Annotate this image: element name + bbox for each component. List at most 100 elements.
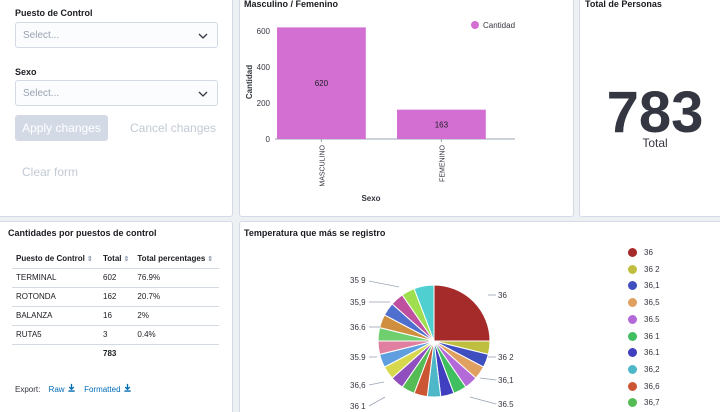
slice-label: 36,6: [350, 381, 366, 390]
legend-swatch: [628, 281, 637, 291]
legend-swatch: [628, 381, 637, 391]
legend-item[interactable]: 36,1: [628, 281, 660, 291]
pie-chart: 36 36 2 36,1 36.5 36 1 36,6 35.9 36.6 35,9 35 9: [350, 276, 514, 411]
x-tick-label: FEMENINO: [439, 144, 446, 182]
legend-label: 36.1: [644, 348, 660, 358]
bar-chart-title: Masculino / Femenino: [244, 0, 339, 9]
bar-value-label: 163: [435, 120, 449, 129]
column-header-puesto[interactable]: Puesto de Control ⇕: [12, 250, 99, 269]
y-axis-label: Cantidad: [245, 65, 254, 99]
table-total-row: 783: [12, 344, 219, 363]
puesto-placeholder: Select...: [23, 30, 60, 41]
legend-label: 36 2: [644, 264, 660, 274]
export-label: Export:: [15, 385, 41, 394]
legend-swatch: [628, 364, 637, 374]
legend-item[interactable]: 36.1: [628, 348, 660, 358]
sexo-select[interactable]: Select...: [15, 80, 218, 106]
slice-leader-line: [479, 377, 497, 381]
legend-item[interactable]: 36,2: [628, 364, 660, 374]
x-axis-label: Sexo: [361, 194, 380, 203]
legend-label: 36: [644, 248, 653, 257]
bar-masculino[interactable]: [277, 27, 366, 139]
slice-label: 36,1: [498, 376, 514, 385]
x-tick-label: MASCULINO: [319, 144, 326, 186]
legend-swatch: [471, 21, 479, 29]
cell-total: 162: [99, 287, 134, 307]
pie-chart-title: Temperatura que más se registro: [244, 228, 386, 238]
slice-leader-line: [368, 280, 400, 288]
export-bar: Export: Raw Formatted: [15, 383, 132, 394]
total-panel: Total de Personas 783 Total: [579, 0, 720, 217]
chevron-down-icon: [198, 91, 208, 97]
puesto-label: Puesto de Control: [15, 8, 93, 18]
legend-swatch: [628, 348, 637, 358]
cell-percentage: 0.4%: [133, 325, 220, 345]
cancel-changes-button[interactable]: Cancel changes: [130, 121, 217, 135]
legend-swatch: [628, 264, 637, 274]
legend-swatch: [628, 314, 637, 324]
total-panel-title: Total de Personas: [585, 0, 662, 9]
cell-percentage: 20.7%: [133, 287, 220, 307]
legend-label: 36,7: [644, 398, 660, 408]
legend-item[interactable]: 36.5: [628, 314, 660, 324]
legend-swatch: [628, 331, 637, 341]
column-header-total[interactable]: Total ⇕: [99, 250, 134, 269]
export-formatted-link[interactable]: Formatted: [84, 383, 132, 394]
slice-label: 36 2: [498, 353, 514, 362]
slice-label: 36: [498, 291, 507, 300]
legend-item[interactable]: 36 1: [628, 331, 660, 341]
total-caption: Total: [642, 136, 668, 150]
bar-femenino[interactable]: [397, 109, 486, 139]
legend-label: 36,6: [644, 381, 660, 391]
download-icon: [68, 383, 75, 392]
cell-puesto: RUTA5: [12, 325, 99, 345]
table-row: BALANZA 16 2%: [12, 306, 220, 326]
legend-label: 36,2: [644, 364, 660, 374]
column-header-percentages[interactable]: Total percentages ⇕: [133, 250, 220, 269]
sexo-placeholder: Select...: [23, 88, 60, 99]
slice-leader-line: [368, 396, 386, 407]
pie-slice[interactable]: [433, 284, 491, 342]
cell-percentage: 76.9%: [133, 268, 220, 288]
puesto-select[interactable]: Select...: [15, 22, 218, 48]
clear-form-button[interactable]: Clear form: [22, 165, 79, 179]
cell-grand-total: 783: [103, 349, 117, 359]
slice-label: 35,9: [350, 298, 366, 307]
pie-slice[interactable]: [413, 284, 435, 342]
slice-leader-line: [469, 396, 497, 405]
slice-label: 35 9: [350, 276, 366, 285]
total-value: 783: [606, 80, 704, 145]
table-panel-title: Cantidades por puestos de control: [8, 228, 157, 238]
bar-value-label: 620: [315, 79, 329, 88]
cell-total: 3: [99, 325, 134, 345]
slice-label: 35.9: [350, 353, 366, 362]
table-row: ROTONDA 162 20.7%: [12, 287, 220, 307]
y-tick-label: 400: [257, 63, 271, 72]
legend-item[interactable]: 36,6: [628, 381, 660, 391]
y-tick-label: 200: [257, 99, 271, 108]
legend-label: 36,1: [644, 281, 660, 291]
legend-item[interactable]: 36,5: [628, 298, 660, 308]
export-raw-link[interactable]: Raw: [49, 383, 76, 394]
slice-label: 36 1: [350, 402, 366, 411]
puestos-table: Puesto de Control ⇕ Total ⇕ Total percenta…: [12, 250, 220, 363]
slice-label: 36.6: [350, 323, 366, 332]
cell-puesto: ROTONDA: [12, 287, 99, 307]
legend-swatch: [628, 248, 637, 257]
legend-item[interactable]: 36 2: [628, 264, 660, 274]
legend-item[interactable]: 36,7: [628, 398, 660, 408]
table-row: TERMINAL 602 76.9%: [12, 268, 220, 288]
cell-puesto: BALANZA: [12, 306, 99, 326]
legend-label: 36.5: [644, 314, 660, 324]
legend-swatch: [628, 398, 637, 408]
cell-percentage: 2%: [133, 306, 220, 326]
table-row: RUTA5 3 0.4%: [12, 325, 220, 345]
legend-label: Cantidad: [483, 21, 515, 30]
legend-item[interactable]: 36: [628, 248, 653, 257]
legend-label: 36,5: [644, 298, 660, 308]
apply-changes-button[interactable]: Apply changes: [15, 115, 108, 141]
slice-leader-line: [368, 381, 385, 386]
bar-chart: 0 200 400 600 MASCULINO FEMENINO 620 163 Canti…: [245, 21, 515, 203]
slice-label: 36.5: [498, 400, 514, 409]
legend-swatch: [628, 298, 637, 308]
